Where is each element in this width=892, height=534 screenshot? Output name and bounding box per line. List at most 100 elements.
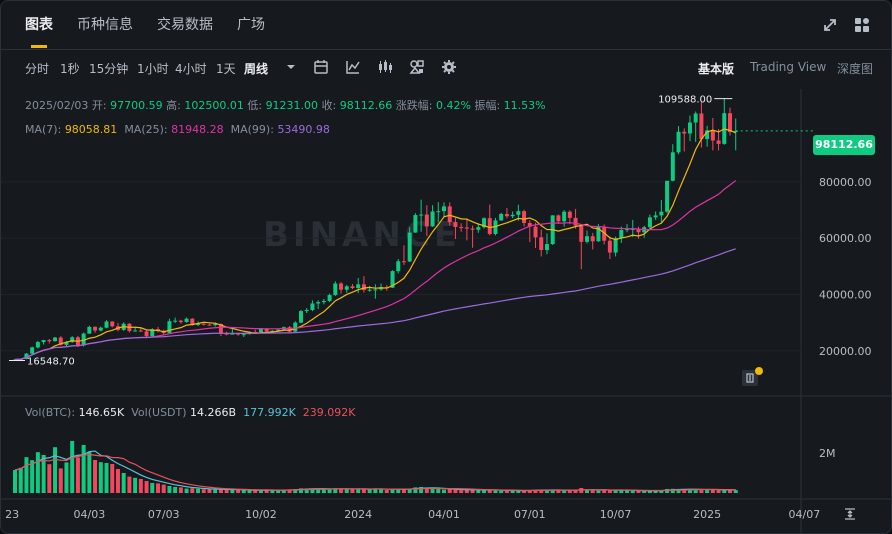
candle-body (430, 211, 435, 227)
candle-body (236, 333, 241, 335)
volume-bar (316, 489, 321, 493)
volume-bar (247, 490, 252, 493)
candle-body (87, 326, 92, 334)
candle-body (190, 318, 195, 325)
settings-gear-icon[interactable] (441, 59, 457, 75)
volume-bar (613, 490, 618, 493)
candle-body (350, 286, 355, 289)
volume-bar (670, 488, 675, 493)
candle-body (110, 321, 115, 327)
candle-body (670, 152, 675, 181)
tab-square[interactable]: 广场 (237, 17, 265, 33)
volume-bar (70, 441, 75, 493)
volume-bar (482, 490, 487, 493)
draw-tools-icon[interactable] (409, 59, 425, 75)
volume-bar (293, 489, 298, 493)
ma7-value: 98058.81 (64, 123, 118, 136)
view-tradingview[interactable]: Trading View (750, 60, 827, 74)
interval-1s[interactable]: 1秒 (60, 62, 80, 76)
time-axis-label: 2025 (693, 508, 721, 521)
candle-body (47, 340, 52, 342)
scale-reset-icon[interactable] (843, 507, 857, 521)
volume-bar (156, 483, 160, 493)
interval-timeline[interactable]: 分时 (25, 62, 50, 76)
volume-bar (442, 489, 446, 493)
volume-bar (470, 489, 475, 493)
amplitude-value: 11.53% (503, 99, 546, 112)
candle-body (201, 323, 206, 325)
candle-body (482, 218, 487, 228)
event-marker-icon[interactable] (741, 367, 763, 389)
expand-icon[interactable] (821, 16, 839, 34)
volume-bar (510, 490, 515, 493)
candle-body (173, 320, 178, 322)
interval-dropdown-icon[interactable] (283, 59, 299, 75)
candle-body (35, 342, 40, 348)
candle-body (373, 289, 378, 291)
volume-bar (115, 469, 120, 493)
volume-bar (699, 489, 704, 493)
volume-bar (361, 488, 366, 493)
candle-body (453, 222, 458, 227)
candle-body (585, 236, 589, 242)
volume-bar (35, 452, 40, 493)
tab-bar: 图表 币种信息 交易数据 广场 (1, 1, 891, 50)
volume-bar (276, 490, 281, 493)
indicator-icon[interactable] (345, 59, 361, 75)
candle-body (53, 337, 58, 342)
candle-style-icon[interactable] (377, 59, 393, 75)
volume-bar (550, 489, 555, 493)
interval-15m[interactable]: 15分钟 (89, 62, 129, 76)
volume-bar (436, 489, 441, 493)
volume-bar (110, 464, 115, 493)
tab-trading-data[interactable]: 交易数据 (157, 17, 213, 33)
tab-coin-info[interactable]: 币种信息 (77, 17, 133, 33)
candle-body (213, 324, 218, 326)
volume-bar (241, 490, 246, 493)
candle-body (573, 217, 578, 226)
volume-bar (253, 490, 258, 493)
interval-1d[interactable]: 1天 (216, 62, 236, 76)
candle-body (510, 214, 515, 217)
candle-body (544, 244, 549, 251)
volume-bar (562, 490, 567, 493)
volume-bar (590, 490, 595, 493)
interval-4h[interactable]: 4小时 (175, 62, 207, 76)
calendar-icon[interactable] (313, 59, 329, 75)
volume-bar (161, 484, 166, 493)
candle-date: 2025/02/03 (25, 99, 89, 112)
candle-body (401, 261, 406, 263)
volume-bar (585, 490, 589, 493)
time-axis-label: 07/03 (148, 508, 180, 521)
view-depth[interactable]: 深度图 (837, 62, 874, 76)
volume-bar (18, 467, 23, 493)
volume-ma-long-line (14, 453, 736, 492)
chart-toolbar: 分时 1秒 15分钟 1小时 4小时 1天 周线 (1, 49, 891, 87)
volume-bar (173, 487, 178, 493)
candle-body (98, 327, 103, 331)
volume-bar (93, 460, 98, 493)
candle-body (293, 322, 298, 332)
volume-bar (407, 488, 412, 493)
ma99-line (14, 248, 736, 361)
grid-layout-icon[interactable] (853, 16, 871, 34)
volume-bar (722, 490, 727, 493)
volume-bar (201, 489, 206, 493)
volume-bar (344, 489, 349, 493)
interval-1h[interactable]: 1小时 (137, 62, 169, 76)
low-annotation: 16548.70 (27, 356, 75, 367)
volume-bar (642, 491, 647, 493)
candle-body (699, 113, 704, 140)
interval-weekly[interactable]: 周线 (244, 62, 269, 76)
volume-bar (258, 490, 263, 493)
volume-bar (213, 489, 218, 493)
volume-bar (356, 489, 361, 493)
tab-chart[interactable]: 图表 (25, 17, 53, 33)
view-basic[interactable]: 基本版 (698, 62, 735, 76)
candle-body (602, 226, 607, 241)
candle-body (630, 228, 635, 230)
candle-body (316, 302, 321, 304)
volume-bar (144, 481, 149, 493)
candle-body (93, 326, 98, 331)
volume-bar (121, 473, 126, 493)
